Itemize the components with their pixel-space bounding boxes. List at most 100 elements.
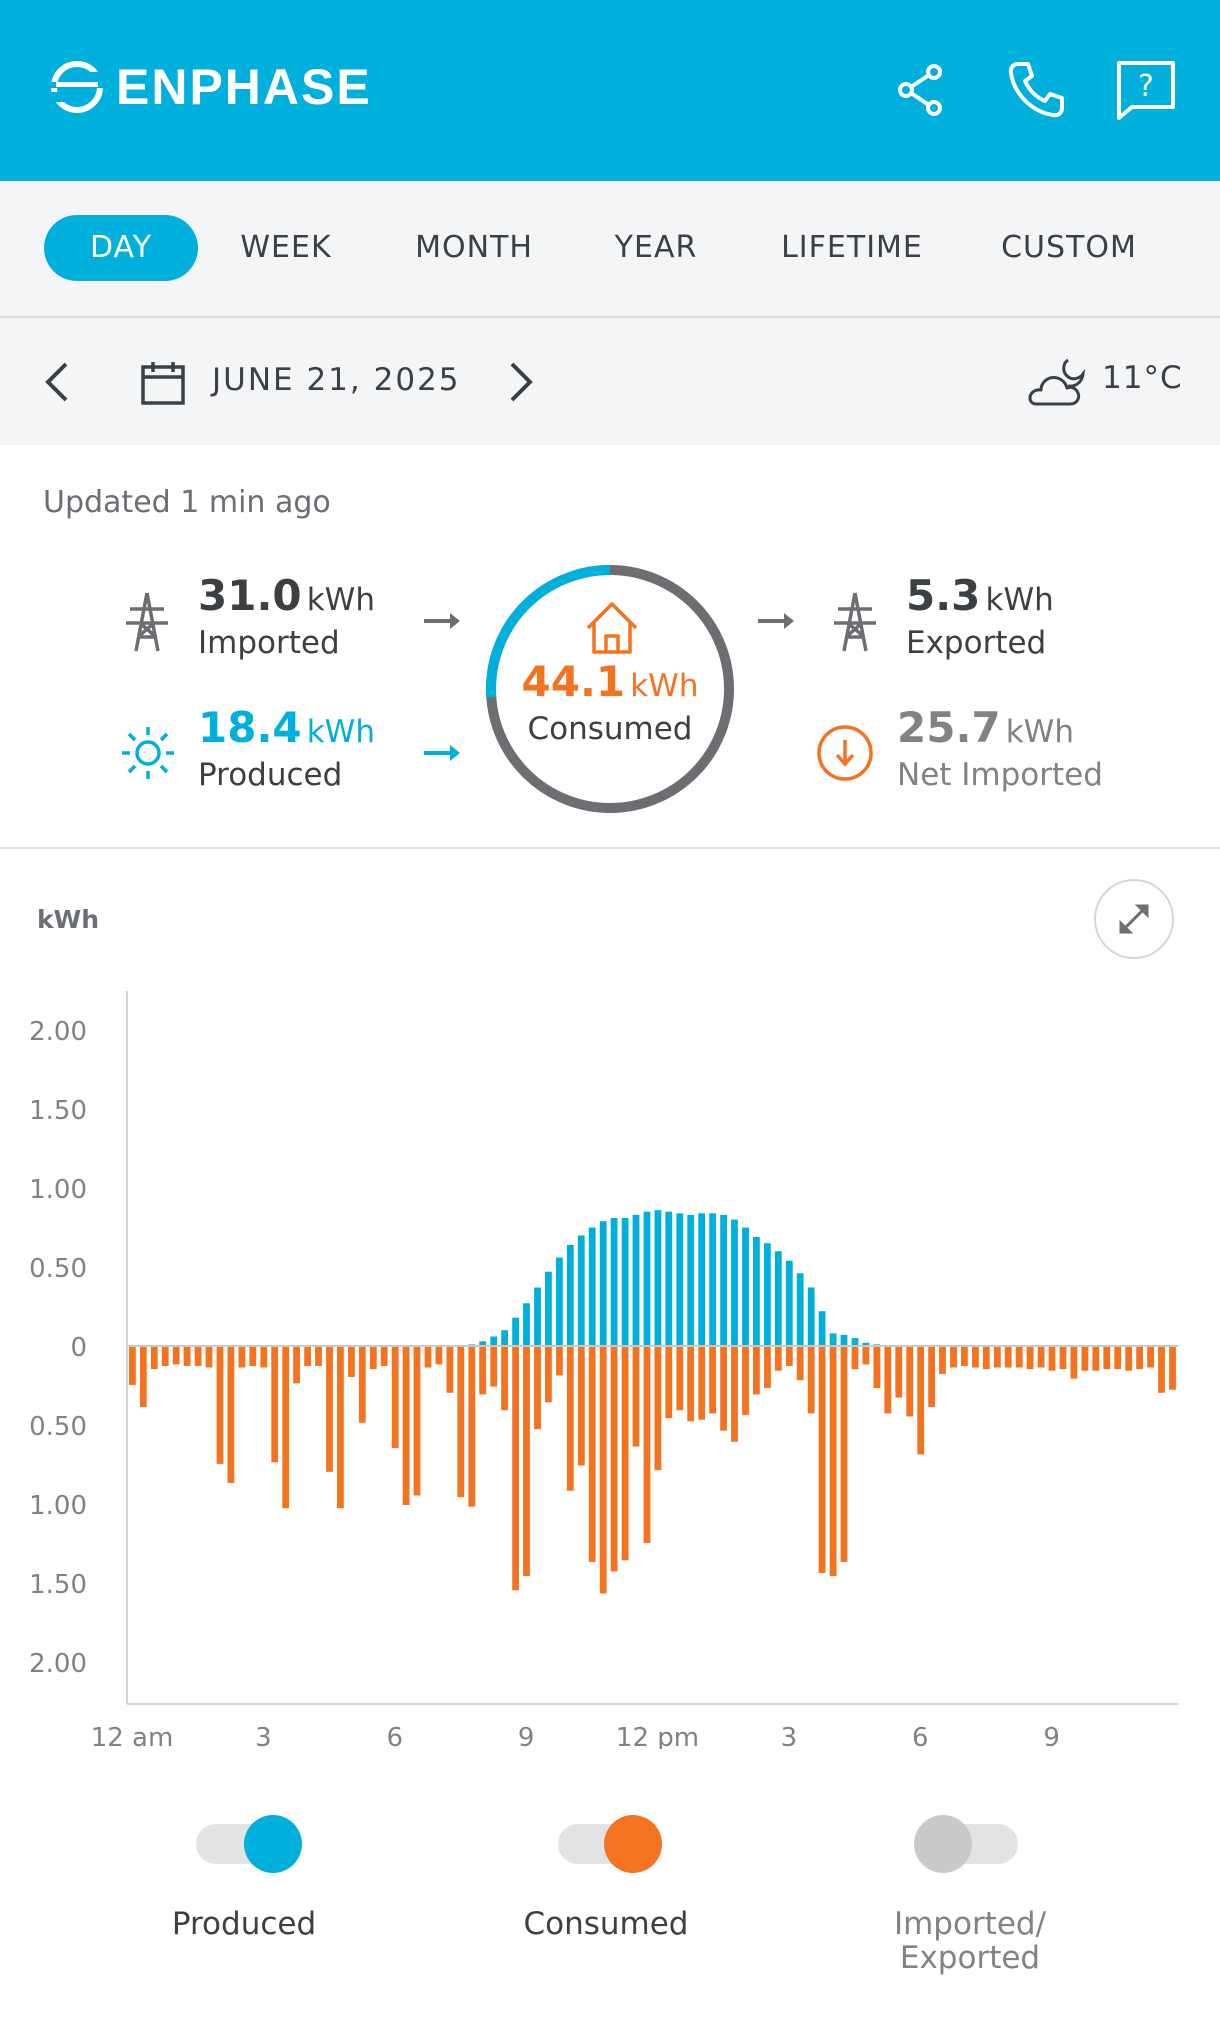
selected-date[interactable]: JUNE 21, 2025 bbox=[212, 362, 461, 398]
produced-bar bbox=[545, 1271, 552, 1346]
legend-label-produced: Produced bbox=[171, 1906, 317, 1942]
calendar-icon[interactable] bbox=[140, 360, 186, 406]
net-imported-stat: 25.7 kWh Net Imported bbox=[897, 707, 1103, 799]
produced-bar bbox=[807, 1287, 815, 1346]
produced-bar bbox=[523, 1303, 530, 1346]
tab-day[interactable]: DAY bbox=[44, 215, 198, 281]
consumed-bar bbox=[468, 1347, 476, 1507]
consumed-bar bbox=[139, 1347, 147, 1407]
x-tick-label: 12 am bbox=[91, 1723, 174, 1749]
consumed-bar bbox=[993, 1347, 1001, 1368]
consumed-bar bbox=[709, 1347, 716, 1414]
imported-label: Imported bbox=[198, 625, 340, 661]
consumed-bar bbox=[610, 1347, 618, 1572]
consumed-toggle-knob[interactable] bbox=[604, 1815, 662, 1873]
imported-value: 31.0 bbox=[198, 571, 302, 620]
consumed-bar bbox=[534, 1347, 541, 1430]
consumed-bar bbox=[917, 1347, 925, 1455]
consumed-bar bbox=[643, 1347, 651, 1543]
share-icon[interactable] bbox=[888, 58, 952, 122]
tab-custom[interactable]: CUSTOM bbox=[1001, 230, 1137, 265]
consumed-bar bbox=[972, 1347, 979, 1368]
produced-bar bbox=[796, 1273, 804, 1346]
consumed-bar bbox=[1114, 1347, 1122, 1370]
consumed-bar bbox=[895, 1347, 903, 1398]
produced-bar bbox=[512, 1317, 519, 1346]
produced-bar bbox=[687, 1214, 695, 1346]
consumed-bar bbox=[731, 1347, 738, 1442]
consumed-bar bbox=[873, 1347, 881, 1389]
x-tick-label: 6 bbox=[912, 1723, 929, 1749]
house-icon bbox=[586, 602, 638, 654]
grid-tower-icon bbox=[126, 592, 168, 652]
consumed-bar bbox=[829, 1347, 837, 1577]
consumed-bar bbox=[851, 1347, 859, 1370]
produced-bar bbox=[753, 1237, 760, 1346]
consumed-bar bbox=[807, 1347, 815, 1414]
consumed-bar bbox=[884, 1347, 892, 1414]
last-updated: Updated 1 min ago bbox=[43, 485, 331, 520]
expand-chart-button[interactable] bbox=[1094, 879, 1174, 959]
produced-bar bbox=[577, 1235, 585, 1346]
consumed-bar bbox=[129, 1347, 136, 1385]
produced-bar bbox=[632, 1214, 640, 1346]
energy-bar-chart[interactable]: 2.00 1.50 1.00 0.50 0 0.50 1.00 1.50 2.00 12 am 3 6… bbox=[0, 849, 1220, 1749]
consumed-bar bbox=[764, 1347, 771, 1389]
produced-bar bbox=[851, 1338, 859, 1346]
energy-summary: Updated 1 min ago 31.0 kWh Imported 18.4… bbox=[0, 445, 1220, 849]
consumed-bar bbox=[326, 1347, 333, 1472]
produced-bar bbox=[556, 1257, 563, 1346]
consumed-bar bbox=[490, 1347, 498, 1387]
imported-unit: kWh bbox=[306, 582, 375, 618]
consumed-bar bbox=[402, 1347, 410, 1505]
consumed-bar bbox=[961, 1347, 968, 1366]
produced-bar bbox=[588, 1227, 596, 1346]
x-tick-label: 9 bbox=[518, 1723, 535, 1749]
y-tick-label: 0.50 bbox=[29, 1254, 87, 1284]
consumed-bar bbox=[1136, 1347, 1143, 1370]
tab-lifetime[interactable]: LIFETIME bbox=[781, 230, 923, 265]
produced-bar bbox=[698, 1213, 706, 1346]
x-tick-label: 6 bbox=[386, 1723, 403, 1749]
y-axis-unit: kWh bbox=[37, 905, 99, 934]
chevron-right-icon[interactable] bbox=[500, 360, 540, 404]
produced-toggle-knob[interactable] bbox=[244, 1815, 302, 1873]
consumed-bar bbox=[982, 1347, 990, 1370]
y-tick-label: 1.50 bbox=[29, 1570, 87, 1600]
exported-stat: 5.3 kWh Exported bbox=[906, 575, 1054, 667]
consumed-bar bbox=[424, 1347, 432, 1368]
consumed-bar bbox=[862, 1347, 870, 1365]
svg-text:?: ? bbox=[1138, 69, 1154, 104]
net-import-icon bbox=[817, 725, 873, 781]
consumed-bar bbox=[742, 1347, 749, 1415]
consumed-bar bbox=[457, 1347, 465, 1498]
net-imported-unit: kWh bbox=[1005, 714, 1074, 750]
consumed-bar bbox=[337, 1347, 344, 1509]
exported-label: Exported bbox=[906, 625, 1047, 661]
grid-tower-icon bbox=[834, 592, 876, 652]
consumed-bar bbox=[687, 1347, 695, 1422]
consumed-bar bbox=[282, 1347, 290, 1509]
arrow-right-icon bbox=[424, 745, 460, 761]
y-tick-label: 1.50 bbox=[29, 1096, 87, 1126]
y-tick-label: 1.00 bbox=[29, 1175, 87, 1205]
produced-label: Produced bbox=[198, 757, 343, 793]
help-icon[interactable]: ? bbox=[1114, 58, 1178, 122]
legend-label-exported: Exported bbox=[899, 1940, 1041, 1976]
arrow-right-icon bbox=[758, 613, 794, 629]
period-tabs: DAY WEEK MONTH YEAR LIFETIME CUSTOM bbox=[0, 181, 1220, 318]
exported-value: 5.3 bbox=[906, 571, 981, 620]
tab-week[interactable]: WEEK bbox=[240, 230, 332, 265]
consumed-bar bbox=[413, 1347, 421, 1496]
consumed-unit: kWh bbox=[630, 668, 699, 704]
produced-bar bbox=[829, 1333, 837, 1346]
consumed-bar bbox=[293, 1347, 300, 1384]
phone-icon[interactable] bbox=[1004, 58, 1068, 122]
consumed-bar bbox=[774, 1347, 782, 1371]
tab-month[interactable]: MONTH bbox=[415, 230, 533, 265]
tab-year[interactable]: YEAR bbox=[614, 230, 698, 265]
consumed-label: Consumed bbox=[527, 711, 693, 747]
chevron-left-icon[interactable] bbox=[38, 360, 78, 404]
consumed-bar bbox=[556, 1347, 563, 1376]
imported-exported-toggle-knob[interactable] bbox=[914, 1815, 972, 1873]
